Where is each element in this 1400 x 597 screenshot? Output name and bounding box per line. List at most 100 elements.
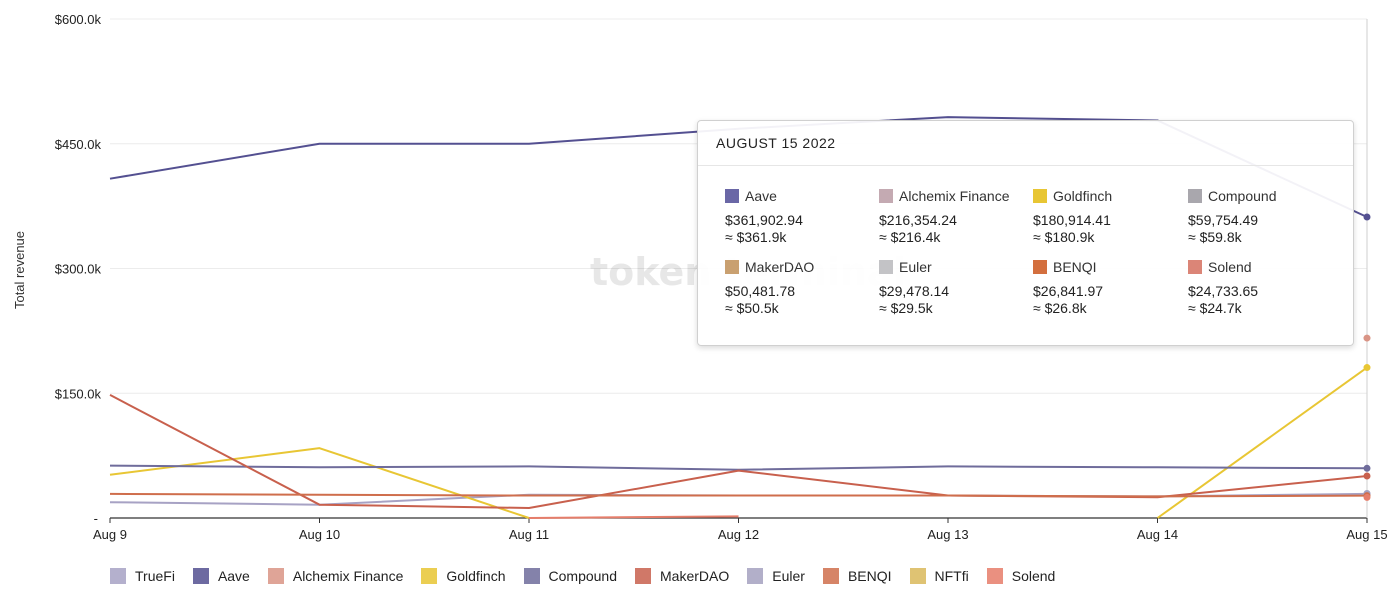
y-axis-title: Total revenue [12,231,27,309]
tooltip-series-value: $361,902.94 [725,212,803,228]
tooltip-series-name: Compound [1208,188,1277,204]
tooltip-color-swatch [879,189,893,203]
x-tick-label: Aug 12 [718,527,759,542]
tooltip-series-approx: ≈ $26.8k [1033,300,1087,316]
tooltip-item-header: Alchemix Finance [879,187,1029,205]
tooltip-series-name: Euler [899,259,932,275]
legend-color-swatch [747,568,764,584]
series-line-benqi [109,492,1368,498]
x-tick-label: Aug 14 [1137,527,1178,542]
tooltip-series-value: $50,481.78 [725,283,796,299]
legend-label: Alchemix Finance [292,568,404,584]
chart-legend: TrueFi Aave Alchemix Finance Goldfinch Compo… [110,568,1073,584]
legend-item-makerdao[interactable]: MakerDAO [635,568,729,584]
tooltip-color-swatch [1033,260,1047,274]
tooltip-series-approx: ≈ $180.9k [1033,229,1095,245]
legend-item-euler[interactable]: Euler [747,568,805,584]
tooltip-series-value: $216,354.24 [879,212,957,228]
legend-item-solend[interactable]: Solend [986,568,1056,584]
legend-item-alchemix-finance[interactable]: Alchemix Finance [267,568,404,584]
tooltip-item: Alchemix Finance $216,354.24 ≈ $216.4k [879,187,1029,246]
x-tick-label: Aug 10 [299,527,340,542]
tooltip-item-header: MakerDAO [725,258,875,276]
tooltip-item: Solend $24,733.65 ≈ $24.7k [1188,258,1338,317]
tooltip-series-value: $26,841.97 [1033,283,1104,299]
tooltip-item: Goldfinch $180,914.41 ≈ $180.9k [1033,187,1183,246]
y-tick-label: - [94,511,98,526]
legend-label: Euler [772,568,805,584]
y-tick-label: $150.0k [55,386,102,401]
legend-label: MakerDAO [660,568,730,584]
x-tick-label: Aug 9 [93,527,127,542]
y-tick-label: $300.0k [55,262,102,277]
x-axis-tick-labels: Aug 9 Aug 10 Aug 11 Aug 12 Aug 13 Aug 14 Aug 1… [93,518,1388,542]
tooltip-series-name: Aave [745,188,777,204]
legend-item-compound[interactable]: Compound [523,568,618,584]
data-point-solend [1363,493,1371,501]
x-tick-label: Aug 11 [509,527,549,542]
legend-item-benqi[interactable]: BENQI [822,568,892,584]
tooltip-series-name: MakerDAO [745,259,815,275]
tooltip-color-swatch [1188,260,1202,274]
legend-color-swatch [635,568,652,584]
tooltip-item-header: BENQI [1033,258,1183,276]
tooltip-series-approx: ≈ $50.5k [725,300,779,316]
tooltip-series-approx: ≈ $361.9k [725,229,787,245]
series-line-compound [109,464,1368,471]
legend-label: NFTfi [934,568,969,584]
tooltip-series-name: Goldfinch [1053,188,1113,204]
tooltip-series-name: BENQI [1053,259,1097,275]
series-line-solend [528,515,739,519]
legend-color-swatch [909,568,926,584]
legend-label: Aave [217,568,250,584]
tooltip-divider [698,165,1353,166]
tooltip-color-swatch [1033,189,1047,203]
legend-label: BENQI [847,568,892,584]
legend-label: TrueFi [135,568,175,584]
legend-item-nftfi[interactable]: NFTfi [909,568,969,584]
tooltip-item-header: Euler [879,258,1029,276]
y-tick-label: $450.0k [55,137,102,152]
x-tick-label: Aug 13 [927,527,968,542]
data-point-compound [1363,464,1371,472]
tooltip-series-approx: ≈ $59.8k [1188,229,1242,245]
tooltip-item-header: Solend [1188,258,1338,276]
tooltip-date: AUGUST 15 2022 [716,135,836,151]
data-point-makerdao [1363,472,1371,480]
legend-color-swatch [986,568,1003,584]
legend-color-swatch [523,568,540,584]
tooltip-item-header: Aave [725,187,875,205]
data-point-alchemix-finance [1363,334,1371,342]
legend-color-swatch [110,568,126,584]
legend-item-goldfinch[interactable]: Goldfinch [421,568,506,584]
tooltip-series-name: Alchemix Finance [899,188,1010,204]
tooltip-series-name: Solend [1208,259,1252,275]
tooltip-item: Euler $29,478.14 ≈ $29.5k [879,258,1029,317]
tooltip-series-approx: ≈ $216.4k [879,229,941,245]
tooltip-color-swatch [725,260,739,274]
data-point-aave [1363,213,1371,221]
tooltip-series-value: $180,914.41 [1033,212,1111,228]
tooltip-series-approx: ≈ $24.7k [1188,300,1242,316]
tooltip-item: Aave $361,902.94 ≈ $361.9k [725,187,875,246]
hover-points [1363,213,1371,501]
legend-color-swatch [192,568,209,584]
x-tick-label: Aug 15 [1346,527,1387,542]
legend-label: Solend [1011,568,1056,584]
legend-label: Compound [548,568,618,584]
y-axis-tick-labels: - $150.0k $300.0k $450.0k $600.0k [55,12,102,526]
tooltip-series-value: $24,733.65 [1188,283,1259,299]
legend-color-swatch [267,568,284,584]
tooltip-item: Compound $59,754.49 ≈ $59.8k [1188,187,1338,246]
tooltip-item: BENQI $26,841.97 ≈ $26.8k [1033,258,1183,317]
data-point-goldfinch [1363,364,1371,372]
tooltip-series-value: $59,754.49 [1188,212,1259,228]
legend-item-aave[interactable]: Aave [192,568,250,584]
tooltip-color-swatch [725,189,739,203]
y-tick-label: $600.0k [55,12,102,27]
tooltip-series-value: $29,478.14 [879,283,950,299]
legend-label: Goldfinch [446,568,506,584]
tooltip-item-header: Compound [1188,187,1338,205]
legend-item-truefi[interactable]: TrueFi [110,568,175,584]
legend-color-swatch [822,568,839,584]
